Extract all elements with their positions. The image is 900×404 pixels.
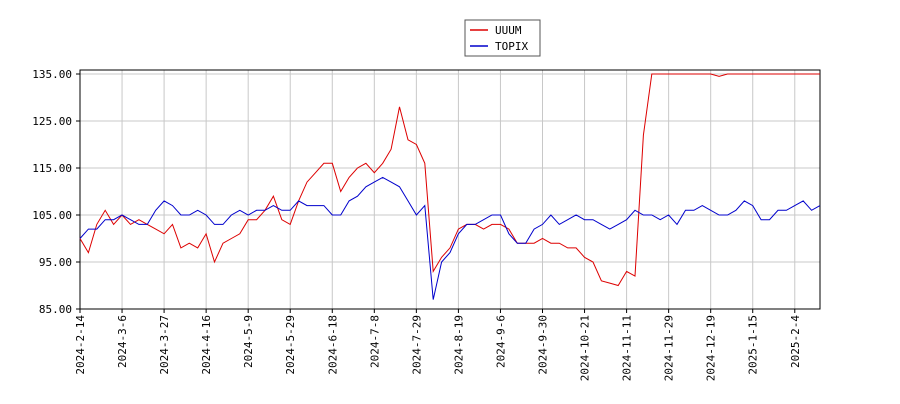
x-tick-label: 2024-7-8 bbox=[368, 315, 381, 368]
y-tick-label: 85.00 bbox=[39, 303, 72, 316]
x-tick-label: 2025-1-15 bbox=[747, 315, 760, 375]
y-tick-label: 105.00 bbox=[32, 209, 72, 222]
y-tick-label: 135.00 bbox=[32, 68, 72, 81]
x-tick-label: 2024-4-16 bbox=[200, 315, 213, 375]
x-tick-label: 2024-9-6 bbox=[494, 315, 507, 368]
x-tick-label: 2024-5-29 bbox=[284, 315, 297, 375]
legend-label: UUUM bbox=[495, 24, 522, 37]
x-tick-label: 2024-10-21 bbox=[579, 315, 592, 381]
x-tick-label: 2024-7-29 bbox=[410, 315, 423, 375]
x-tick-label: 2024-8-19 bbox=[452, 315, 465, 375]
legend-label: TOPIX bbox=[495, 40, 528, 53]
x-tick-label: 2024-5-9 bbox=[242, 315, 255, 368]
series-line bbox=[79, 73, 820, 287]
x-tick-label: 2024-12-19 bbox=[705, 315, 718, 381]
x-tick-label: 2024-3-27 bbox=[158, 315, 171, 375]
legend: UUUM TOPIX bbox=[464, 19, 541, 57]
legend-box bbox=[464, 19, 541, 57]
y-tick-label: 125.00 bbox=[32, 115, 72, 128]
y-tick-label: 95.00 bbox=[39, 256, 72, 269]
x-tick-label: 2024-6-18 bbox=[326, 315, 339, 375]
x-tick-label: 2024-11-11 bbox=[621, 315, 634, 381]
plot-frame bbox=[79, 69, 821, 310]
plot-area bbox=[80, 70, 820, 310]
y-tick-label: 115.00 bbox=[32, 162, 72, 175]
x-tick-label: 2025-2-4 bbox=[789, 315, 802, 368]
x-tick-label: 2024-11-29 bbox=[663, 315, 676, 381]
x-tick-label: 2024-3-6 bbox=[116, 315, 129, 368]
x-tick-label: 2024-2-14 bbox=[74, 315, 87, 375]
x-tick-label: 2024-9-30 bbox=[537, 315, 550, 375]
series-line bbox=[79, 176, 821, 300]
